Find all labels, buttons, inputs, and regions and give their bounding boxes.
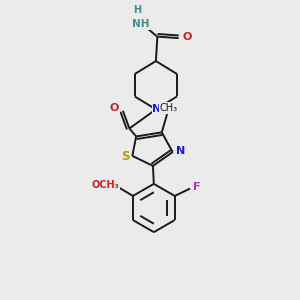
Text: N: N — [176, 146, 185, 156]
Text: O: O — [110, 103, 119, 113]
Text: H: H — [134, 5, 142, 15]
Text: O: O — [182, 32, 191, 42]
Text: NH: NH — [132, 19, 150, 29]
Text: OCH₃: OCH₃ — [91, 180, 119, 190]
Text: N: N — [152, 104, 162, 114]
Text: CH₃: CH₃ — [160, 103, 178, 112]
Text: F: F — [193, 182, 200, 192]
Text: S: S — [121, 150, 129, 163]
